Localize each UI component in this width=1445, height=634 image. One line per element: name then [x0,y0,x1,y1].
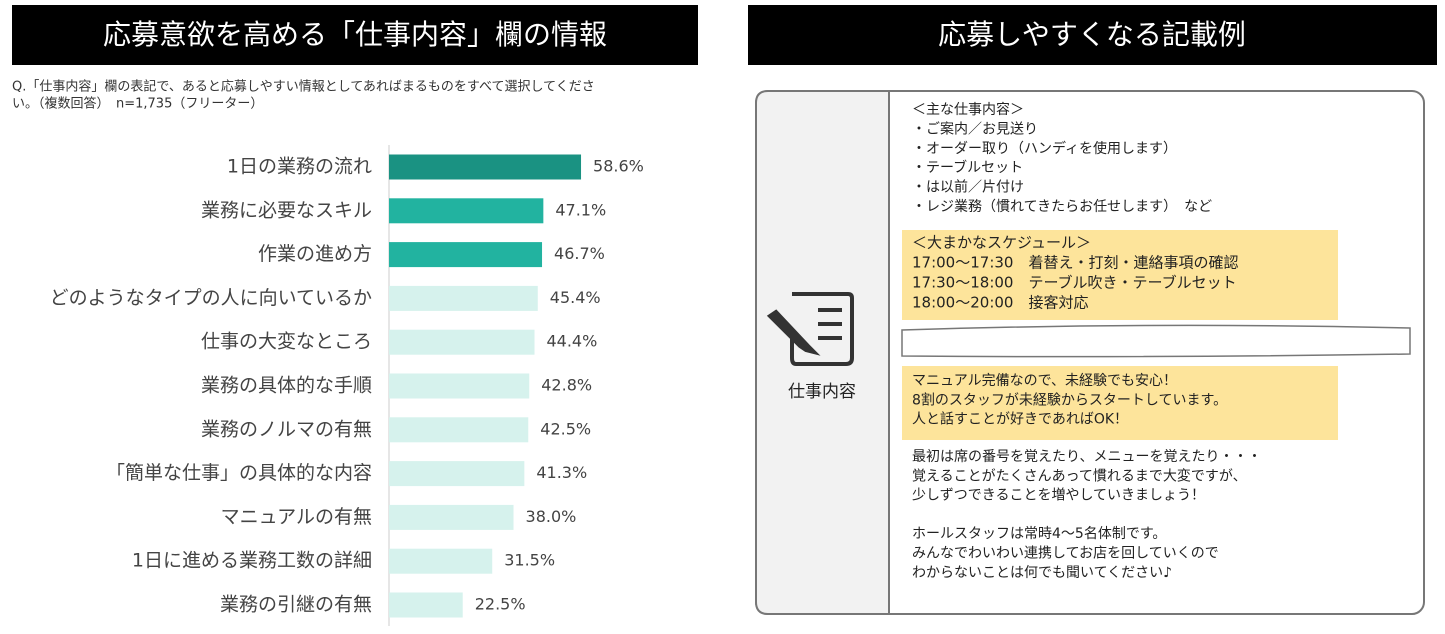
bar [389,461,525,487]
bar [389,417,529,443]
example-text: ・レジ業務（慣れてきたらお任せします） など [912,198,1212,215]
category-label: 「簡単な仕事」の具体的な内容 [106,462,372,484]
bar [389,242,543,268]
highlight-box [902,366,1338,440]
category-label: 業務の具体的な手順 [201,375,372,397]
example-text: ＜主な仕事内容＞ [912,101,1024,118]
example-text: ＜大まかなスケジュール＞ [912,234,1091,252]
example-text: みんなでわいわい連携してお店を回していくので [912,546,1219,562]
value-label: 58.6% [593,157,644,176]
example-text: ・は以前／片付け [912,179,1024,196]
bar [389,548,493,574]
category-label: 作業の進め方 [258,243,372,265]
title-bar [748,5,1437,65]
value-label: 44.4% [546,332,597,351]
example-text: 少しずつできることを増やしていきましょう！ [912,488,1205,504]
question: い。（複数回答） n=1,735（フリーター） [12,96,263,112]
bar [389,329,535,355]
bar [389,198,544,224]
category-label: マニュアルの有無 [221,506,372,528]
value-label: 22.5% [475,595,526,614]
value-label: 45.4% [550,288,601,307]
bar [389,373,530,399]
example-text: 覚えることがたくさんあって慣れるまで大変ですが、 [912,467,1247,484]
example-text: マニュアル完備なので、未経験でも安心！ [912,373,1177,389]
example-text: 17:00～17:30 着替え・打刻・連絡事項の確認 [912,254,1238,272]
value-label: 31.5% [504,551,555,570]
value-label: 47.1% [555,200,606,219]
category-label: 1日の業務の流れ [227,156,372,178]
category-label: 仕事の大変なところ [201,331,372,353]
example-text: 18:00～20:00 接客対応 [912,294,1088,312]
bar [389,592,463,618]
chart-title: 応募意欲を高める「仕事内容」欄の情報 [103,18,607,51]
example-title: 応募しやすくなる記載例 [938,18,1246,51]
category-label: どのようなタイプの人に向いているか [50,287,372,309]
example-text: 8割のスタッフが未経験からスタートしています。 [912,391,1227,408]
example-text: ・ご案内／お見送り [912,120,1038,137]
highlight-box [902,230,1338,320]
value-label: 41.3% [536,463,587,482]
category-label: 業務の引継の有無 [220,594,372,616]
field-label: 仕事内容 [788,382,856,402]
value-label: 38.0% [526,507,577,526]
category-label: 業務のノルマの有無 [201,418,372,440]
value-label: 42.5% [540,419,591,438]
bar [389,154,582,180]
value-label: 42.8% [541,376,592,395]
document-icon [766,292,854,366]
example-text: 人と話すことが好きであればOK！ [912,411,1128,428]
label-cell [755,90,890,615]
category-label: 業務に必要なスキル [201,199,372,221]
example-text: 最初は席の番号を覚えたり、メニューを覚えたり・・・ [912,448,1261,465]
bar [389,285,538,311]
blank-box [901,324,1411,358]
value-label: 46.7% [554,244,605,263]
example-text: ホールスタッフは常時4～5名体制です。 [912,526,1166,542]
example-text: ・オーダー取り（ハンディを使用します） [912,140,1177,157]
title-bar [12,5,698,65]
example-text: わからないことは何でも聞いてください♪ [912,565,1172,581]
question: Q.「仕事内容」欄の表記で、あると応募しやすい情報としてあればまるものをすべて選… [12,79,595,95]
bar [389,504,514,530]
category-label: 1日に進める業務工数の詳細 [132,550,372,572]
example-text: 17:30～18:00 テーブル吹き・テーブルセット [912,274,1237,292]
example-text: ・テーブルセット [912,159,1023,176]
